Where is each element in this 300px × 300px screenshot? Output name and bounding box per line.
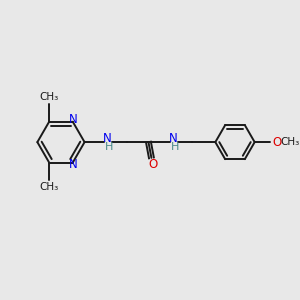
Text: CH₃: CH₃ — [280, 137, 300, 147]
Text: N: N — [69, 158, 78, 171]
Text: N: N — [169, 132, 177, 145]
Text: O: O — [149, 158, 158, 171]
Text: CH₃: CH₃ — [40, 92, 59, 102]
Text: H: H — [171, 142, 179, 152]
Text: H: H — [105, 142, 113, 152]
Text: N: N — [69, 113, 78, 126]
Text: CH₃: CH₃ — [40, 182, 59, 192]
Text: O: O — [273, 136, 282, 148]
Text: N: N — [103, 132, 112, 145]
